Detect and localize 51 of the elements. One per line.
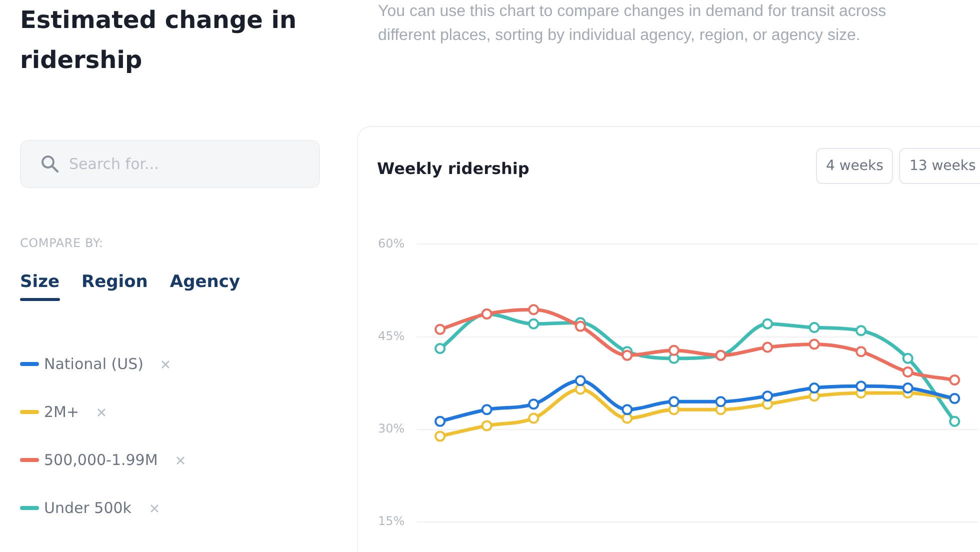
point bbox=[528, 304, 540, 316]
text: 13 weeks bbox=[899, 148, 980, 184]
point bbox=[856, 325, 867, 336]
point bbox=[808, 322, 820, 334]
point bbox=[434, 416, 446, 427]
point bbox=[808, 382, 820, 394]
text: Estimated change in ridership bbox=[20, 5, 298, 76]
y-tick-label: 15% bbox=[378, 514, 405, 528]
point bbox=[668, 396, 680, 408]
point bbox=[574, 320, 586, 332]
text: Region bbox=[82, 272, 148, 292]
point bbox=[434, 324, 446, 335]
point bbox=[622, 404, 633, 416]
point bbox=[434, 430, 446, 442]
point bbox=[528, 412, 540, 424]
point bbox=[622, 412, 633, 424]
chart-subtitle: You can use this chart to compare changes in demand for transit across different places, sorting by individual agency, region, or agency size. bbox=[378, 2, 888, 46]
point bbox=[762, 318, 773, 330]
point bbox=[668, 344, 680, 356]
point bbox=[622, 350, 633, 361]
point bbox=[902, 352, 914, 364]
legend-label: National (US) bbox=[44, 355, 144, 373]
text: Search for... bbox=[69, 155, 159, 173]
point bbox=[856, 380, 867, 392]
point bbox=[715, 396, 726, 408]
point bbox=[856, 346, 867, 358]
point bbox=[574, 375, 586, 386]
point bbox=[574, 384, 586, 395]
legend-label: 2M+ bbox=[44, 403, 80, 421]
point bbox=[808, 338, 820, 350]
point bbox=[528, 318, 540, 330]
point bbox=[481, 404, 492, 416]
text: Agency bbox=[170, 272, 240, 292]
text: 4 weeks bbox=[816, 148, 894, 184]
chart-title: Weekly ridership bbox=[377, 159, 530, 178]
point bbox=[481, 420, 492, 432]
y-tick-label: 60% bbox=[378, 236, 405, 250]
point bbox=[762, 390, 773, 402]
legend-label: Under 500k bbox=[44, 499, 132, 517]
point bbox=[434, 343, 446, 354]
y-tick-label: 30% bbox=[378, 422, 405, 436]
point bbox=[949, 374, 960, 386]
point bbox=[762, 342, 773, 353]
point bbox=[902, 366, 914, 378]
point bbox=[902, 382, 914, 394]
legend-label: 500,000-1.99M bbox=[44, 451, 158, 469]
text: Size bbox=[20, 272, 60, 292]
point bbox=[528, 398, 540, 410]
text: COMPARE BY: bbox=[20, 236, 104, 250]
point bbox=[949, 416, 960, 427]
y-tick-label: 45% bbox=[378, 328, 405, 343]
